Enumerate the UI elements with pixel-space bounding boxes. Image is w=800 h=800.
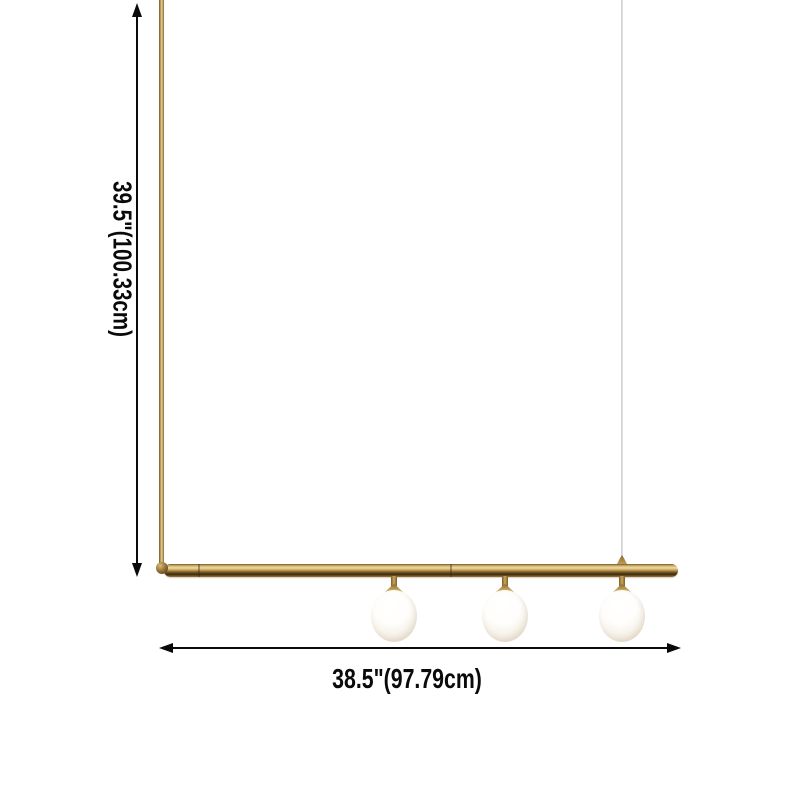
glass-globe <box>371 590 417 642</box>
height-dimension-label: 39.5"(100.33cm) <box>107 181 138 337</box>
glass-globe <box>599 590 645 642</box>
hanging-rod <box>159 0 164 568</box>
globe-socket-cap <box>611 584 633 594</box>
bar-seam <box>198 564 200 577</box>
suspension-cable <box>621 0 623 557</box>
cable-connector-pin <box>616 555 628 566</box>
globe-stem <box>502 576 508 586</box>
bar-seam <box>450 564 452 577</box>
globe-stem <box>619 576 625 586</box>
height-dimension-line <box>136 14 138 564</box>
width-dimension-line <box>170 647 670 649</box>
rod-bar-joint-ball <box>156 562 168 574</box>
glass-globe <box>482 590 528 642</box>
left-arrowhead-icon <box>159 643 173 653</box>
right-arrowhead-icon <box>667 643 681 653</box>
up-arrowhead-icon <box>132 3 142 17</box>
globe-socket-cap <box>383 584 405 594</box>
globe-stem <box>391 576 397 586</box>
down-arrowhead-icon <box>132 563 142 577</box>
light-bar <box>164 564 678 577</box>
globe-socket-cap <box>494 584 516 594</box>
width-dimension-label: 38.5"(97.79cm) <box>332 663 482 694</box>
